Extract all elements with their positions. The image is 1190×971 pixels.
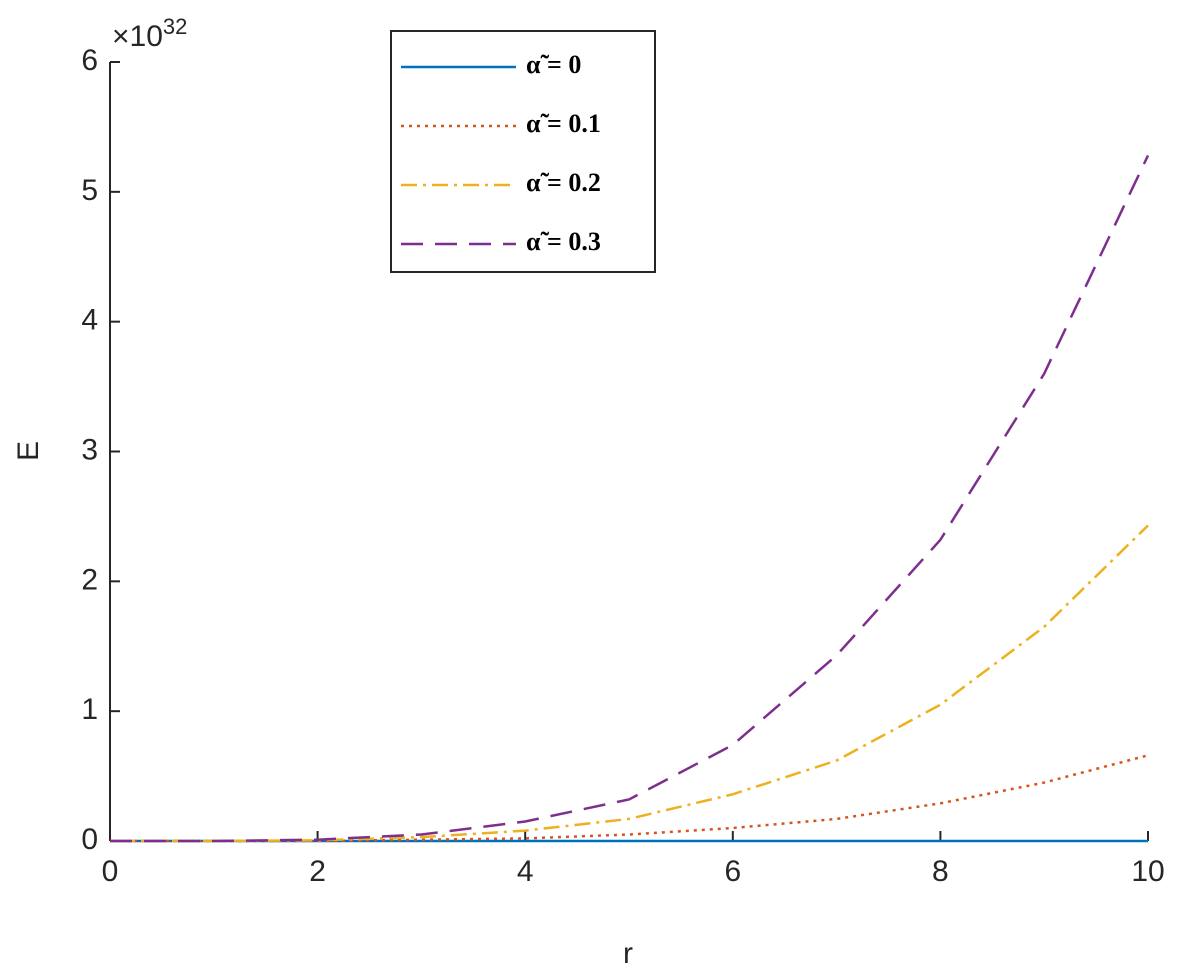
y-axis-label: E: [12, 441, 45, 461]
x-tick-label: 6: [724, 855, 741, 888]
x-axis-label: r: [623, 937, 633, 970]
y-tick-label: 1: [81, 693, 98, 726]
y-scale-label: ×1032: [112, 14, 187, 53]
series-line: [110, 524, 1149, 843]
legend-label: α̃ = 0.1: [526, 109, 601, 138]
y-tick-label: 2: [81, 563, 98, 596]
legend-label: α̃ = 0.3: [526, 227, 601, 256]
legend-label: α̃ = 0.2: [526, 168, 601, 197]
series-line: [110, 154, 1150, 843]
x-tick-label: 2: [309, 855, 326, 888]
y-scale-base: ×10: [112, 20, 163, 53]
legend-label: α̃ = 0: [526, 50, 581, 79]
y-tick-label: 6: [81, 44, 98, 77]
x-tick-label: 4: [517, 855, 534, 888]
y-tick-label: 3: [81, 433, 98, 466]
x-tick-label: 8: [932, 855, 949, 888]
y-scale-exponent: 32: [163, 14, 187, 39]
x-tick-label: 0: [102, 855, 119, 888]
legend-box: [390, 30, 656, 273]
x-tick-label: 10: [1131, 855, 1164, 888]
y-tick-label: 5: [81, 174, 98, 207]
y-tick-label: 0: [81, 823, 98, 856]
y-tick-label: 4: [81, 304, 98, 337]
